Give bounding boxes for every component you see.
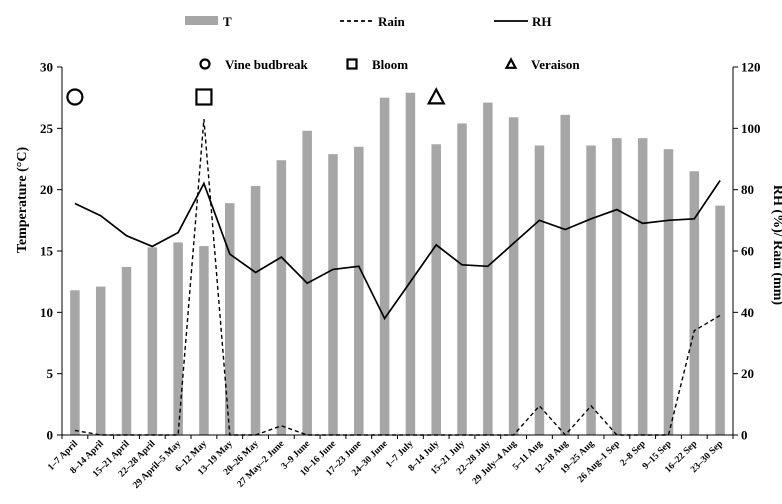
legend-label-t: T: [223, 14, 232, 29]
legend-label-triangle: Veraison: [531, 57, 580, 72]
y-axis-title: Temperature (°C): [15, 147, 30, 254]
legend-square-icon: [346, 58, 358, 70]
bar-t-1: [95, 286, 106, 435]
bar-t-3: [147, 247, 158, 435]
bar-t-22: [637, 138, 648, 435]
y-tick-label: 0: [47, 428, 54, 443]
bar-t-17: [508, 117, 519, 435]
legend: T Rain RH Vine budbreak Bloom Veraison: [185, 14, 580, 72]
bar-t-24: [689, 171, 700, 435]
triangle-marker: [426, 87, 446, 105]
bar-t-20: [586, 145, 596, 436]
bar-t-12: [379, 97, 390, 436]
bar-t-6: [225, 203, 235, 435]
series-line-rh: [74, 180, 721, 321]
circle-marker: [66, 88, 84, 106]
bar-t-25: [715, 205, 725, 435]
legend-label-rain: Rain: [378, 14, 406, 29]
bar-t-18: [534, 145, 545, 436]
bar-t-19: [560, 114, 570, 435]
y2-axis-title: RH (%)/ Rain (mm): [770, 185, 782, 305]
bar-t-0: [70, 290, 80, 435]
bar-t-14: [431, 144, 441, 435]
y-tick-label: 10: [40, 305, 53, 320]
y2-tick-label: 40: [741, 305, 754, 320]
y-tick-label: 5: [47, 366, 54, 381]
legend-circle-icon: [199, 58, 211, 70]
legend-label-circle: Vine budbreak: [225, 57, 308, 72]
y2-tick-label: 100: [741, 121, 761, 136]
bar-t-11: [354, 146, 364, 435]
bar-t-10: [328, 154, 338, 436]
bar-t-4: [173, 242, 183, 435]
y2-tick-label: 20: [741, 366, 754, 381]
square-marker: [195, 88, 213, 106]
y-tick-label: 15: [40, 244, 54, 259]
bar-t-13: [405, 92, 416, 435]
legend-label-rh: RH: [532, 14, 552, 29]
y2-tick-label: 80: [741, 182, 754, 197]
bar-t-7: [250, 185, 261, 435]
legend-label-square: Bloom: [372, 57, 408, 72]
bar-t-23: [663, 149, 674, 436]
bar-t-2: [121, 266, 132, 435]
y2-tick-label: 120: [741, 60, 761, 75]
bar-t-5: [199, 246, 209, 435]
bar-t-15: [457, 123, 467, 435]
legend-swatch-t: [185, 16, 218, 25]
y2-tick-label: 60: [741, 244, 754, 259]
series-line-rain: [74, 119, 721, 437]
y-tick-label: 25: [40, 121, 54, 136]
legend-triangle-icon: [504, 57, 518, 69]
y-tick-label: 30: [40, 60, 53, 75]
y2-tick-label: 0: [741, 428, 748, 443]
y-tick-label: 20: [40, 182, 53, 197]
phenology-markers: [66, 87, 446, 106]
bar-t-8: [276, 160, 287, 435]
lines-layer: [74, 119, 721, 437]
bar-t-21: [612, 138, 622, 435]
bars-layer: [70, 92, 725, 436]
bar-t-16: [483, 102, 493, 435]
